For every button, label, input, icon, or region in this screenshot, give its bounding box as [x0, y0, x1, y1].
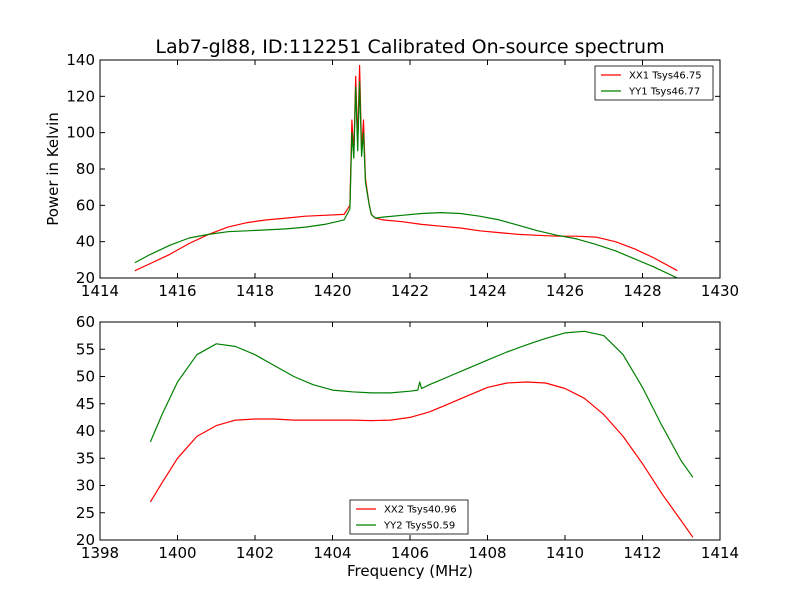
top-x-tick-label: 1428	[623, 282, 661, 300]
top-y-tick-label: 20	[76, 269, 95, 287]
bottom-y-tick-label: 30	[76, 477, 95, 495]
bottom-y-tick-label: 35	[76, 449, 95, 467]
bottom-x-tick-label: 1408	[468, 544, 506, 562]
top-legend-entry-2: YY1 Tsys46.77	[628, 87, 700, 98]
bottom-series-line-2	[149, 330, 694, 478]
top-y-tick-label: 120	[66, 87, 95, 105]
top-x-tick-label: 1430	[701, 282, 739, 300]
bottom-x-tick-label: 1410	[546, 544, 584, 562]
top-x-tick-label: 1414	[81, 282, 119, 300]
bottom-plot: 1398 1400 1402 1404 1406 1408 1410 1412 1414 20 25…	[76, 313, 739, 562]
bottom-legend-box	[349, 499, 469, 535]
bottom-y-tick-label: 20	[76, 531, 95, 549]
bottom-x-axis-label: Frequency (MHz)	[347, 562, 473, 580]
top-y-tick-label: 60	[76, 196, 95, 214]
bottom-x-tick-label: 1404	[313, 544, 351, 562]
top-x-tick-label: 1422	[391, 282, 429, 300]
bottom-legend-entry-1: XX2 Tsys40.96	[384, 505, 457, 516]
top-x-tick-label: 1424	[468, 282, 506, 300]
top-x-tick-label: 1426	[546, 282, 584, 300]
bottom-y-tick-label: 45	[76, 395, 95, 413]
bottom-y-tick-label: 55	[76, 340, 95, 358]
bottom-x-tick-label: 1412	[623, 544, 661, 562]
bottom-x-tick-label: 1402	[236, 544, 274, 562]
top-y-tick-label: 40	[76, 233, 95, 251]
bottom-x-tick-label: 1406	[391, 544, 429, 562]
top-y-axis-label: Power in Kelvin	[44, 112, 62, 226]
bottom-x-tick-label: 1398	[81, 544, 119, 562]
bottom-series-line-1	[149, 381, 694, 538]
top-legend: XX1 Tsys46.75 YY1 Tsys46.77	[594, 65, 714, 101]
bottom-y-tick-label: 50	[76, 368, 95, 386]
bottom-legend-entry-2: YY2 Tsys50.59	[383, 521, 455, 532]
top-series-line-2	[134, 81, 678, 278]
top-x-tick-label: 1420	[313, 282, 351, 300]
bottom-x-tick-label: 1414	[701, 544, 739, 562]
top-y-tick-label: 100	[66, 124, 95, 142]
top-y-tick-label: 140	[66, 51, 95, 69]
bottom-y-tick-label: 25	[76, 504, 95, 522]
top-x-tick-label: 1416	[158, 282, 196, 300]
bottom-y-tick-label: 60	[76, 313, 95, 331]
bottom-legend: XX2 Tsys40.96 YY2 Tsys50.59	[349, 499, 469, 535]
top-y-tick-label: 80	[76, 160, 95, 178]
top-x-tick-label: 1418	[236, 282, 274, 300]
bottom-x-tick-label: 1400	[158, 544, 196, 562]
bottom-y-tick-label: 40	[76, 422, 95, 440]
top-legend-entry-1: XX1 Tsys46.75	[629, 71, 702, 82]
top-plot: 1414 1416 1418 1420 1422 1424 1426 1428 1430 20 40…	[66, 51, 739, 300]
top-legend-box	[594, 65, 714, 101]
top-chart-title: Lab7-gl88, ID:112251 Calibrated On-sourc…	[155, 36, 664, 58]
